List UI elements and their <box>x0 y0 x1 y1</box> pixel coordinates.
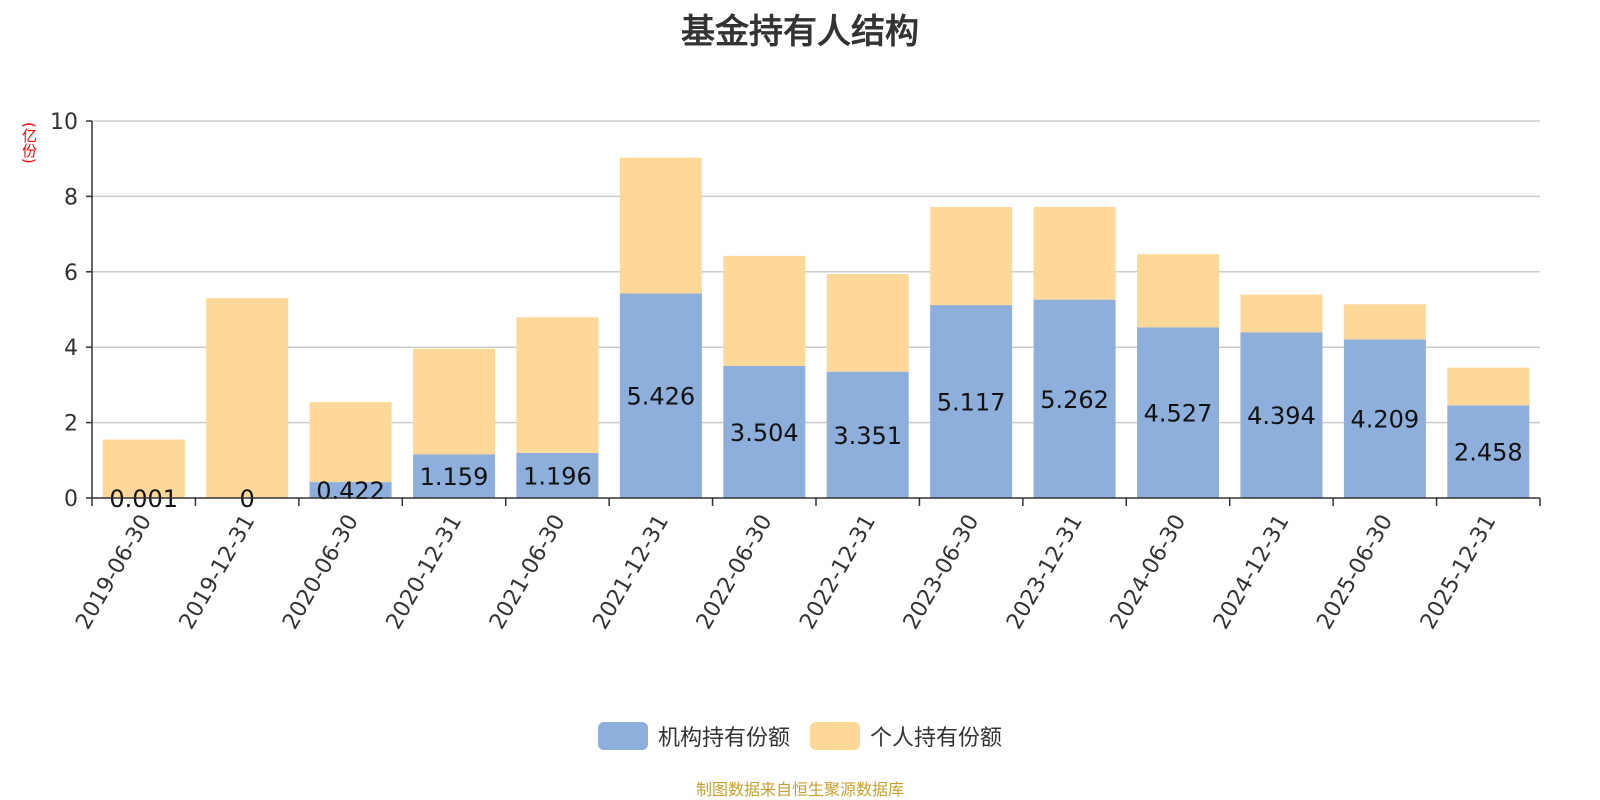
data-label-institutional: 4.394 <box>1247 402 1316 430</box>
y-tick-label: 2 <box>64 412 78 437</box>
legend-label-individual: 个人持有份额 <box>870 726 1003 751</box>
legend-item-institutional[interactable]: 机构持有份额 <box>597 720 790 752</box>
chart-legend: 机构持有份额 个人持有份额 <box>0 720 1600 752</box>
data-label-institutional: 5.117 <box>937 389 1006 417</box>
bar-institutional <box>930 305 1013 498</box>
bar-institutional <box>309 482 392 498</box>
bar-institutional <box>619 293 702 498</box>
bar-individual <box>413 348 495 455</box>
bar-individual <box>1033 206 1116 300</box>
y-axis-unit-label: (亿份) <box>20 122 38 164</box>
y-tick-label: 6 <box>64 261 78 286</box>
bar-individual <box>930 207 1013 306</box>
legend-label-institutional: 机构持有份额 <box>657 726 790 751</box>
data-label-institutional: 1.159 <box>420 463 489 491</box>
y-tick-label: 8 <box>64 185 78 210</box>
bar-individual <box>1240 294 1323 333</box>
bar-institutional <box>413 454 495 498</box>
data-label-institutional: 0.422 <box>316 477 385 505</box>
bar-institutional <box>1343 339 1426 498</box>
bar-individual <box>206 298 289 498</box>
bar-individual <box>1343 304 1426 340</box>
bar-institutional <box>1033 299 1116 498</box>
bar-institutional <box>1447 405 1530 498</box>
bar-individual <box>619 157 702 294</box>
x-tick-label: 2020-12-31 <box>382 511 468 634</box>
x-tick-label: 2019-12-31 <box>175 511 261 634</box>
x-tick-label: 2025-12-31 <box>1416 511 1502 634</box>
legend-item-individual[interactable]: 个人持有份额 <box>810 720 1002 752</box>
bar-individual <box>826 274 909 372</box>
bar-institutional <box>723 365 806 498</box>
y-tick-label: 10 <box>50 110 78 135</box>
source-note: 制图数据来自恒生聚源数据库 <box>695 780 904 799</box>
bar-individual <box>309 402 392 483</box>
x-tick-label: 2019-06-30 <box>71 511 157 634</box>
x-tick-label: 2021-06-30 <box>485 511 571 634</box>
legend-swatch-institutional <box>597 722 648 750</box>
x-tick-label: 2024-06-30 <box>1106 511 1192 634</box>
bar-institutional <box>826 371 909 498</box>
x-tick-label: 2022-06-30 <box>692 511 778 634</box>
x-tick-label: 2023-06-30 <box>899 510 985 633</box>
bar-institutional <box>1240 332 1323 498</box>
bar-individual <box>516 317 599 453</box>
data-label-institutional: 4.209 <box>1350 406 1419 434</box>
data-label-institutional: 0 <box>240 485 255 513</box>
legend-swatch-individual <box>810 722 860 750</box>
bar-individual <box>102 439 185 498</box>
data-label-institutional: 5.426 <box>626 383 695 411</box>
data-label-institutional: 4.527 <box>1144 400 1213 428</box>
x-tick-label: 2023-12-31 <box>1002 511 1088 634</box>
x-tick-label: 2025-06-30 <box>1312 511 1398 634</box>
bar-individual <box>1137 254 1219 328</box>
data-label-institutional: 2.458 <box>1454 439 1523 467</box>
x-tick-label: 2022-12-31 <box>795 511 881 634</box>
chart-title: 基金持有人结构 <box>681 12 919 52</box>
data-label-institutional: 3.351 <box>833 422 902 450</box>
bar-institutional <box>516 452 599 498</box>
chart-plot-area: 0 2 4 6 8 10 0.001 0 0.422 1.159 1.196 5.426 3.504 3.… <box>50 110 1541 634</box>
y-tick-label: 0 <box>64 487 78 512</box>
x-tick-label: 2021-12-31 <box>588 511 674 634</box>
y-tick-label: 4 <box>64 336 78 361</box>
data-label-institutional: 0.001 <box>109 485 178 513</box>
bar-individual <box>723 255 806 366</box>
x-tick-label: 2020-06-30 <box>278 511 364 634</box>
data-label-institutional: 1.196 <box>523 462 592 490</box>
data-label-institutional: 5.262 <box>1040 386 1109 414</box>
x-tick-label: 2024-12-31 <box>1209 511 1295 634</box>
data-label-institutional: 3.504 <box>730 419 799 447</box>
bar-individual <box>1447 367 1530 406</box>
bar-institutional <box>1137 327 1219 498</box>
